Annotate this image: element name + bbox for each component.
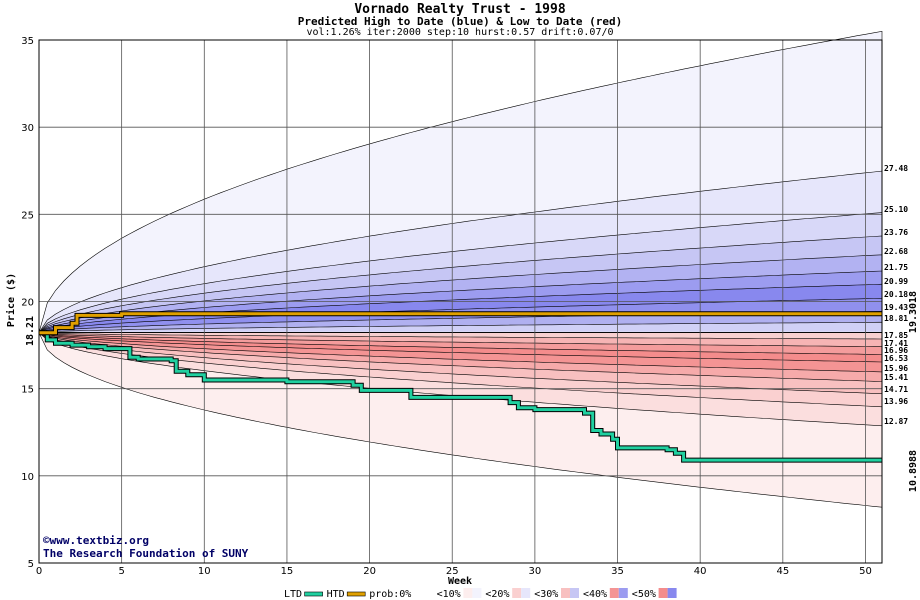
y-tick-label: 15 — [21, 385, 34, 396]
low-level-label: 12.87 — [884, 417, 908, 426]
y-tick-label: 5 — [28, 559, 34, 570]
high-band — [38, 321, 883, 334]
low-level-label: 15.96 — [884, 364, 908, 373]
ltd-line — [39, 331, 882, 462]
plot-frame — [38, 39, 883, 564]
legend-swatch-line — [304, 591, 323, 597]
percentile-labels: 27.48 25.10 23.76 22.68 21.75 20.99 20.18 19.43… — [884, 164, 908, 426]
x-tick-label: 20 — [363, 566, 376, 577]
htd-line — [39, 312, 882, 335]
low-level-label: 17.41 — [884, 339, 908, 348]
legend: LTD HTD prob:0% <10% <20% <30% <40% <50% — [284, 588, 677, 600]
x-tick-label: 45 — [776, 566, 789, 577]
credit-organization: The Research Foundation of SUNY — [43, 547, 249, 560]
legend-swatch-low — [512, 588, 522, 598]
legend-swatch-high — [472, 588, 482, 598]
legend-label: <20% — [485, 589, 509, 600]
y-tick-label: 25 — [21, 210, 34, 221]
high-level-label: 20.99 — [884, 277, 908, 286]
legend-swatch-low — [658, 588, 668, 598]
credit-website: ©www.textbiz.org — [43, 534, 149, 547]
legend-label: <30% — [534, 589, 558, 600]
y-tick-label: 10 — [21, 472, 34, 483]
x-tick-label: 40 — [694, 566, 707, 577]
chart-title: Vornado Realty Trust - 1998 — [354, 2, 566, 17]
legend-label: prob:0% — [369, 589, 411, 600]
high-level-label: 21.75 — [884, 263, 908, 272]
x-tick-label: 10 — [198, 566, 211, 577]
legend-swatch-high — [521, 588, 531, 598]
low-level-label: 13.96 — [884, 397, 908, 406]
high-to-date-value: 19.3018 — [908, 291, 919, 333]
legend-swatch-high — [618, 588, 628, 598]
low-level-label: 14.71 — [884, 385, 908, 394]
legend-swatch-low — [561, 588, 570, 598]
legend-label: <40% — [583, 589, 607, 600]
low-level-label: 16.96 — [884, 346, 908, 355]
x-axis-label: Week — [448, 576, 472, 587]
high-level-label: 23.76 — [884, 228, 908, 237]
legend-swatch-high — [667, 588, 677, 598]
legend-swatch-low — [609, 588, 619, 598]
x-tick-label: 25 — [446, 566, 459, 577]
high-level-label: 19.43 — [884, 303, 908, 312]
legend-label: <10% — [437, 589, 461, 600]
chart-parameters: vol:1.26% iter:2000 step:10 hurst:0.57 d… — [306, 27, 614, 38]
x-tick-label: 35 — [611, 566, 624, 577]
high-level-label: 27.48 — [884, 164, 908, 173]
y-axis-label: Price ($) — [5, 273, 17, 327]
high-level-label: 22.68 — [884, 247, 908, 256]
high-level-label: 25.10 — [884, 205, 908, 214]
legend-label: LTD — [284, 589, 302, 600]
low-to-date-value: 10.8988 — [908, 450, 919, 492]
grid-lines — [39, 40, 882, 563]
y-tick-label: 20 — [21, 298, 34, 309]
legend-label: HTD — [327, 589, 345, 600]
chart-subtitle: Predicted High to Date (blue) & Low to D… — [297, 15, 623, 28]
x-tick-label: 15 — [281, 566, 294, 577]
legend-swatch-low — [414, 588, 424, 598]
low-level-label: 15.41 — [884, 373, 908, 382]
x-tick-label: 30 — [529, 566, 542, 577]
legend-swatch-low — [463, 588, 473, 598]
low-level-label: 17.85 — [884, 331, 908, 340]
low-band — [38, 332, 883, 340]
legend-label: <50% — [632, 589, 656, 600]
start-price-label: 18.21 — [25, 316, 36, 346]
low-level-label: 16.53 — [884, 354, 908, 363]
series-lines — [39, 311, 882, 463]
x-tick-label: 5 — [118, 566, 124, 577]
legend-swatch-high — [570, 588, 579, 598]
probability-bands — [38, 30, 883, 508]
high-level-label: 18.81 — [884, 314, 908, 323]
y-tick-label: 30 — [21, 123, 34, 134]
x-tick-label: 50 — [859, 566, 872, 577]
high-level-label: 20.18 — [884, 290, 908, 299]
x-tick-label: 0 — [36, 566, 42, 577]
y-tick-label: 35 — [21, 36, 34, 47]
legend-swatch-line — [346, 591, 366, 597]
legend-swatch-high — [423, 588, 433, 598]
